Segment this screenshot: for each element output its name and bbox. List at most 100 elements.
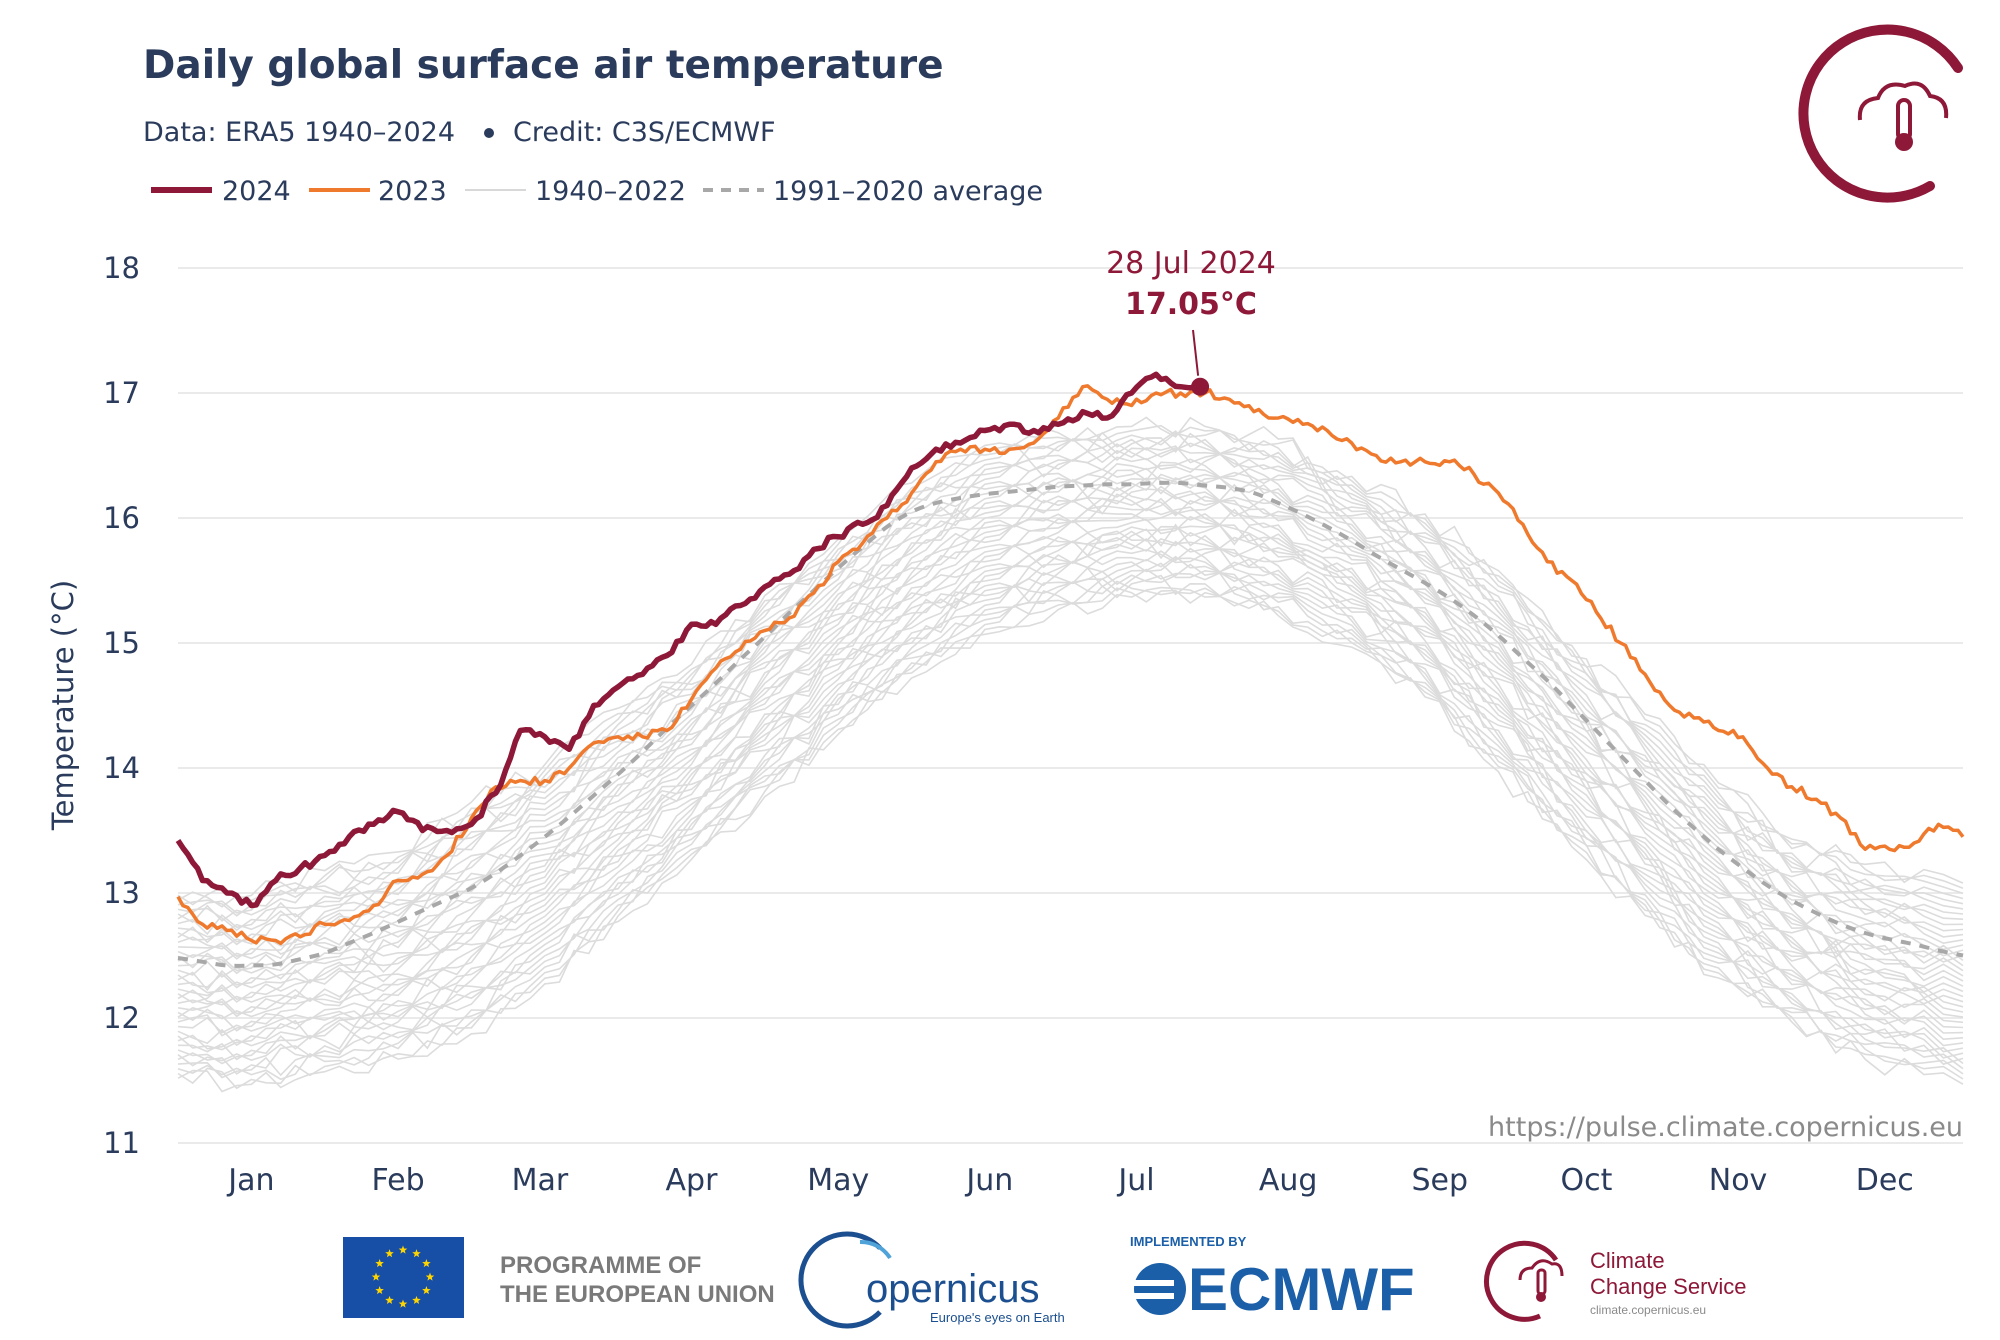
x-axis-ticks: Jan Feb Mar Apr May Jun Jul Aug Sep Oct Nov Dec — [226, 1163, 1914, 1198]
x-tick-oct: Oct — [1561, 1163, 1613, 1198]
x-tick-nov: Nov — [1709, 1163, 1768, 1198]
ecmwf-logo-icon — [1134, 1263, 1186, 1315]
historical-year-line — [177, 524, 1964, 1015]
x-tick-apr: Apr — [666, 1163, 719, 1198]
copernicus-logo-icon — [798, 1231, 892, 1329]
historical-year-line — [177, 537, 1964, 1037]
y-tick-17: 17 — [103, 376, 140, 410]
series-2023-path — [176, 384, 1965, 946]
eu-flag-icon — [343, 1237, 464, 1318]
historical-year-line — [177, 461, 1964, 950]
chart-title: Daily global surface air temperature — [143, 43, 944, 88]
historical-year-line — [177, 458, 1964, 944]
ecmwf-name: ECMWF — [1188, 1256, 1415, 1323]
historical-year-line — [177, 430, 1964, 914]
y-axis-title: Temperature (°C) — [46, 580, 80, 831]
x-tick-jul: Jul — [1116, 1163, 1154, 1198]
legend-label-2024: 2024 — [222, 176, 291, 207]
ecmwf-implemented-by: IMPLEMENTED BY — [1130, 1234, 1247, 1249]
historical-year-line — [177, 473, 1964, 969]
line-2024 — [175, 371, 1202, 909]
thermometer-cloud-logo-icon — [1798, 24, 1963, 203]
historical-year-line — [177, 467, 1964, 960]
historical-year-line — [177, 538, 1964, 1034]
historical-year-line — [177, 429, 1964, 917]
x-tick-sep: Sep — [1411, 1163, 1468, 1198]
x-tick-mar: Mar — [512, 1163, 569, 1198]
c3s-line1: Climate — [1590, 1248, 1665, 1273]
c3s-line2: Change Service — [1590, 1274, 1747, 1299]
historical-year-line — [177, 506, 1964, 1004]
chart-subtitle-data: Data: ERA5 1940–2024 — [143, 117, 455, 148]
eu-star — [425, 1272, 435, 1281]
historical-year-line — [177, 416, 1964, 906]
historical-year-line — [177, 574, 1964, 1079]
peak-annotation: 28 Jul 2024 17.05°C — [1106, 246, 1276, 396]
historical-year-line — [177, 555, 1964, 1061]
historical-year-line — [177, 445, 1964, 938]
historical-year-line — [177, 580, 1964, 1081]
annotation-leader-line — [1192, 329, 1200, 376]
historical-year-line — [177, 475, 1964, 959]
eu-star — [371, 1272, 381, 1281]
eu-star — [412, 1249, 421, 1258]
historical-year-line — [177, 477, 1964, 975]
historical-year-line — [177, 488, 1964, 972]
historical-year-line — [177, 562, 1964, 1065]
eu-star — [422, 1286, 431, 1295]
legend: 2024 2023 1940–2022 1991–2020 average — [151, 176, 1043, 207]
legend-label-2023: 2023 — [378, 176, 447, 207]
y-tick-18: 18 — [103, 251, 140, 285]
historical-year-line — [177, 587, 1964, 1090]
copernicus-name: opernicus — [866, 1267, 1039, 1311]
x-tick-may: May — [807, 1163, 869, 1198]
historical-year-line — [177, 548, 1964, 1047]
eu-programme-line1: PROGRAMME OF — [500, 1252, 701, 1279]
copernicus-tagline: Europe's eyes on Earth — [930, 1310, 1065, 1325]
legend-label-average: 1991–2020 average — [773, 176, 1043, 207]
legend-label-historical: 1940–2022 — [535, 176, 686, 207]
average-path — [177, 480, 1964, 968]
x-tick-jun: Jun — [964, 1163, 1013, 1198]
historical-year-line — [177, 424, 1964, 908]
y-tick-14: 14 — [103, 751, 140, 785]
historical-year-line — [177, 508, 1964, 1003]
chart-subtitle-credit: Credit: C3S/ECMWF — [513, 117, 776, 148]
historical-year-line — [177, 524, 1964, 1018]
x-tick-feb: Feb — [372, 1163, 425, 1198]
c3s-logo-icon — [1484, 1240, 1564, 1322]
eu-star — [385, 1295, 394, 1304]
historical-year-line — [177, 490, 1964, 989]
eu-star — [375, 1286, 384, 1295]
historical-year-line — [177, 563, 1964, 1067]
x-tick-jan: Jan — [226, 1163, 274, 1198]
x-tick-aug: Aug — [1259, 1163, 1318, 1198]
line-2023 — [176, 384, 1965, 946]
y-axis-ticks: 11 12 13 14 15 16 17 18 — [103, 251, 140, 1160]
source-url: https://pulse.climate.copernicus.eu — [1488, 1112, 1963, 1143]
eu-star — [398, 1299, 408, 1308]
historical-year-line — [177, 453, 1964, 946]
annotation-peak-marker — [1191, 377, 1210, 396]
y-tick-13: 13 — [103, 876, 140, 910]
historical-year-line — [177, 442, 1964, 932]
historical-year-line — [177, 497, 1964, 992]
y-tick-11: 11 — [103, 1126, 140, 1160]
footer-logos: PROGRAMME OF THE EUROPEAN UNION opernicu… — [343, 1231, 1747, 1329]
historical-lines-1940-2022 — [177, 416, 1964, 1093]
eu-programme-line2: THE EUROPEAN UNION — [500, 1281, 775, 1308]
historical-year-line — [177, 443, 1964, 936]
c3s-url: climate.copernicus.eu — [1590, 1303, 1706, 1317]
y-tick-12: 12 — [103, 1001, 140, 1035]
annotation-value: 17.05°C — [1125, 287, 1257, 322]
historical-year-line — [177, 557, 1964, 1050]
historical-year-line — [177, 497, 1964, 994]
eu-star — [422, 1259, 431, 1268]
y-tick-15: 15 — [103, 626, 140, 660]
historical-year-line — [177, 568, 1964, 1075]
historical-year-line — [177, 523, 1964, 1022]
historical-year-line — [177, 547, 1964, 1051]
subtitle-separator-dot — [484, 128, 494, 138]
historical-year-line — [177, 530, 1964, 1032]
series-2024-path — [175, 371, 1202, 909]
